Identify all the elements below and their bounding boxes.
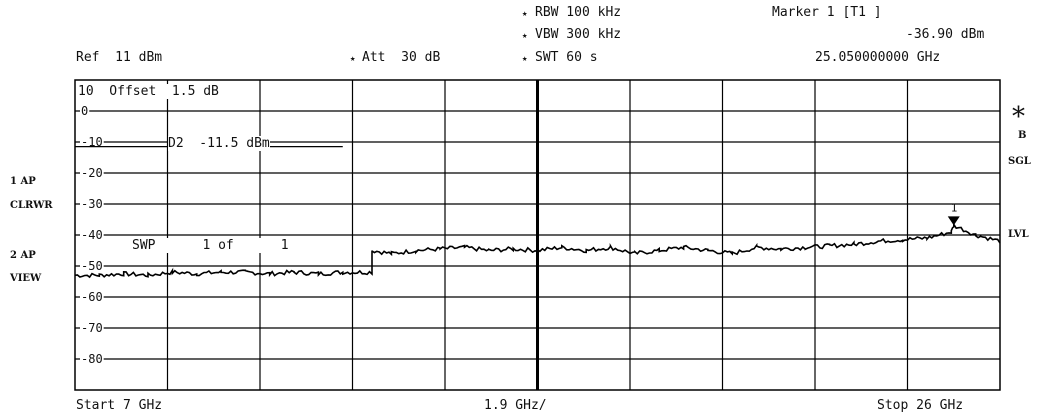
grid bbox=[74, 79, 1001, 391]
marker-title: Marker 1 [T1 ] bbox=[772, 5, 882, 20]
y-tick-label: 0 bbox=[81, 104, 88, 118]
sweep-count: SWP 1 of 1 bbox=[132, 238, 289, 253]
y-tick-label: -10 bbox=[81, 135, 103, 149]
trace1-mode: CLRWR bbox=[10, 200, 53, 211]
y-tick-label: -70 bbox=[81, 321, 103, 335]
vbw-star: ★ bbox=[522, 31, 528, 41]
status-b: B bbox=[1018, 130, 1027, 141]
y-tick-label: -80 bbox=[81, 352, 103, 366]
y-tick-label: -40 bbox=[81, 228, 103, 242]
y-tick-labels: 0 -10 -20 -30 -40 -50 -60 -70 -80 bbox=[80, 104, 104, 366]
rbw-setting: RBW 100 kHz bbox=[535, 5, 622, 20]
status-sgl: SGL bbox=[1008, 156, 1031, 167]
marker-level: -36.90 dBm bbox=[906, 27, 985, 42]
swt-star: ★ bbox=[522, 54, 528, 64]
display-line-label: D2 -11.5 dBm bbox=[168, 136, 270, 151]
stop-frequency: Stop 26 GHz bbox=[877, 398, 964, 413]
attenuation: Att 30 dB bbox=[362, 50, 441, 65]
att-star: ★ bbox=[350, 54, 356, 64]
trace2-label: 2 AP bbox=[10, 250, 36, 261]
trace2-mode: VIEW bbox=[10, 273, 42, 284]
y-tick-label: -50 bbox=[81, 259, 103, 273]
marker-1: 1 bbox=[947, 201, 960, 226]
offset-label: 10 Offset 1.5 dB bbox=[78, 84, 219, 99]
y-tick-label: -60 bbox=[81, 290, 103, 304]
marker-triangle-icon bbox=[947, 216, 960, 226]
y-tick-label: -20 bbox=[81, 166, 103, 180]
start-frequency: Start 7 GHz bbox=[76, 398, 163, 413]
trace1-label: 1 AP bbox=[10, 176, 36, 187]
marker-frequency: 25.050000000 GHz bbox=[815, 50, 941, 65]
modified-star-icon: * bbox=[1012, 102, 1025, 132]
rbw-star: ★ bbox=[522, 9, 528, 19]
marker-number: 1 bbox=[951, 201, 958, 214]
swt-setting: SWT 60 s bbox=[535, 50, 598, 65]
status-lvl: LVL bbox=[1008, 229, 1029, 240]
vbw-setting: VBW 300 kHz bbox=[535, 27, 622, 42]
y-tick-label: -30 bbox=[81, 197, 103, 211]
frequency-per-division: 1.9 GHz/ bbox=[484, 398, 547, 413]
trace-line bbox=[74, 221, 1001, 279]
reference-level: Ref 11 dBm bbox=[76, 50, 163, 65]
